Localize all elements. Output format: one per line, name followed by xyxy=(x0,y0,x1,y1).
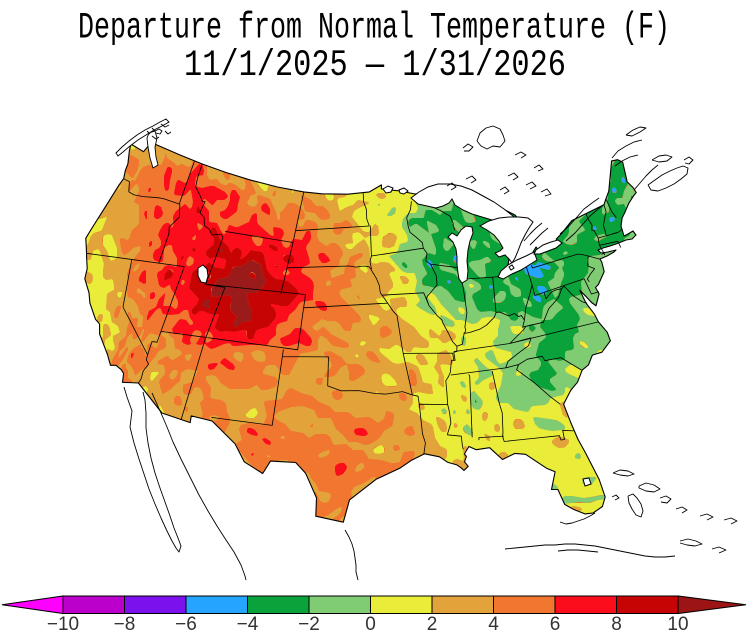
svg-text:Departure from Normal Temperat: Departure from Normal Temperature (F) xyxy=(78,8,670,50)
svg-text:11/1/2025 — 1/31/2026: 11/1/2025 — 1/31/2026 xyxy=(184,45,566,87)
svg-text:2: 2 xyxy=(427,614,438,635)
svg-text:−6: −6 xyxy=(175,614,197,635)
svg-text:8: 8 xyxy=(611,614,622,635)
svg-text:−10: −10 xyxy=(47,614,79,635)
svg-text:10: 10 xyxy=(667,614,688,635)
svg-text:4: 4 xyxy=(488,614,499,635)
svg-text:0: 0 xyxy=(365,614,376,635)
svg-text:−4: −4 xyxy=(237,614,259,635)
svg-text:6: 6 xyxy=(550,614,561,635)
svg-text:−2: −2 xyxy=(298,614,320,635)
svg-text:−8: −8 xyxy=(114,614,136,635)
